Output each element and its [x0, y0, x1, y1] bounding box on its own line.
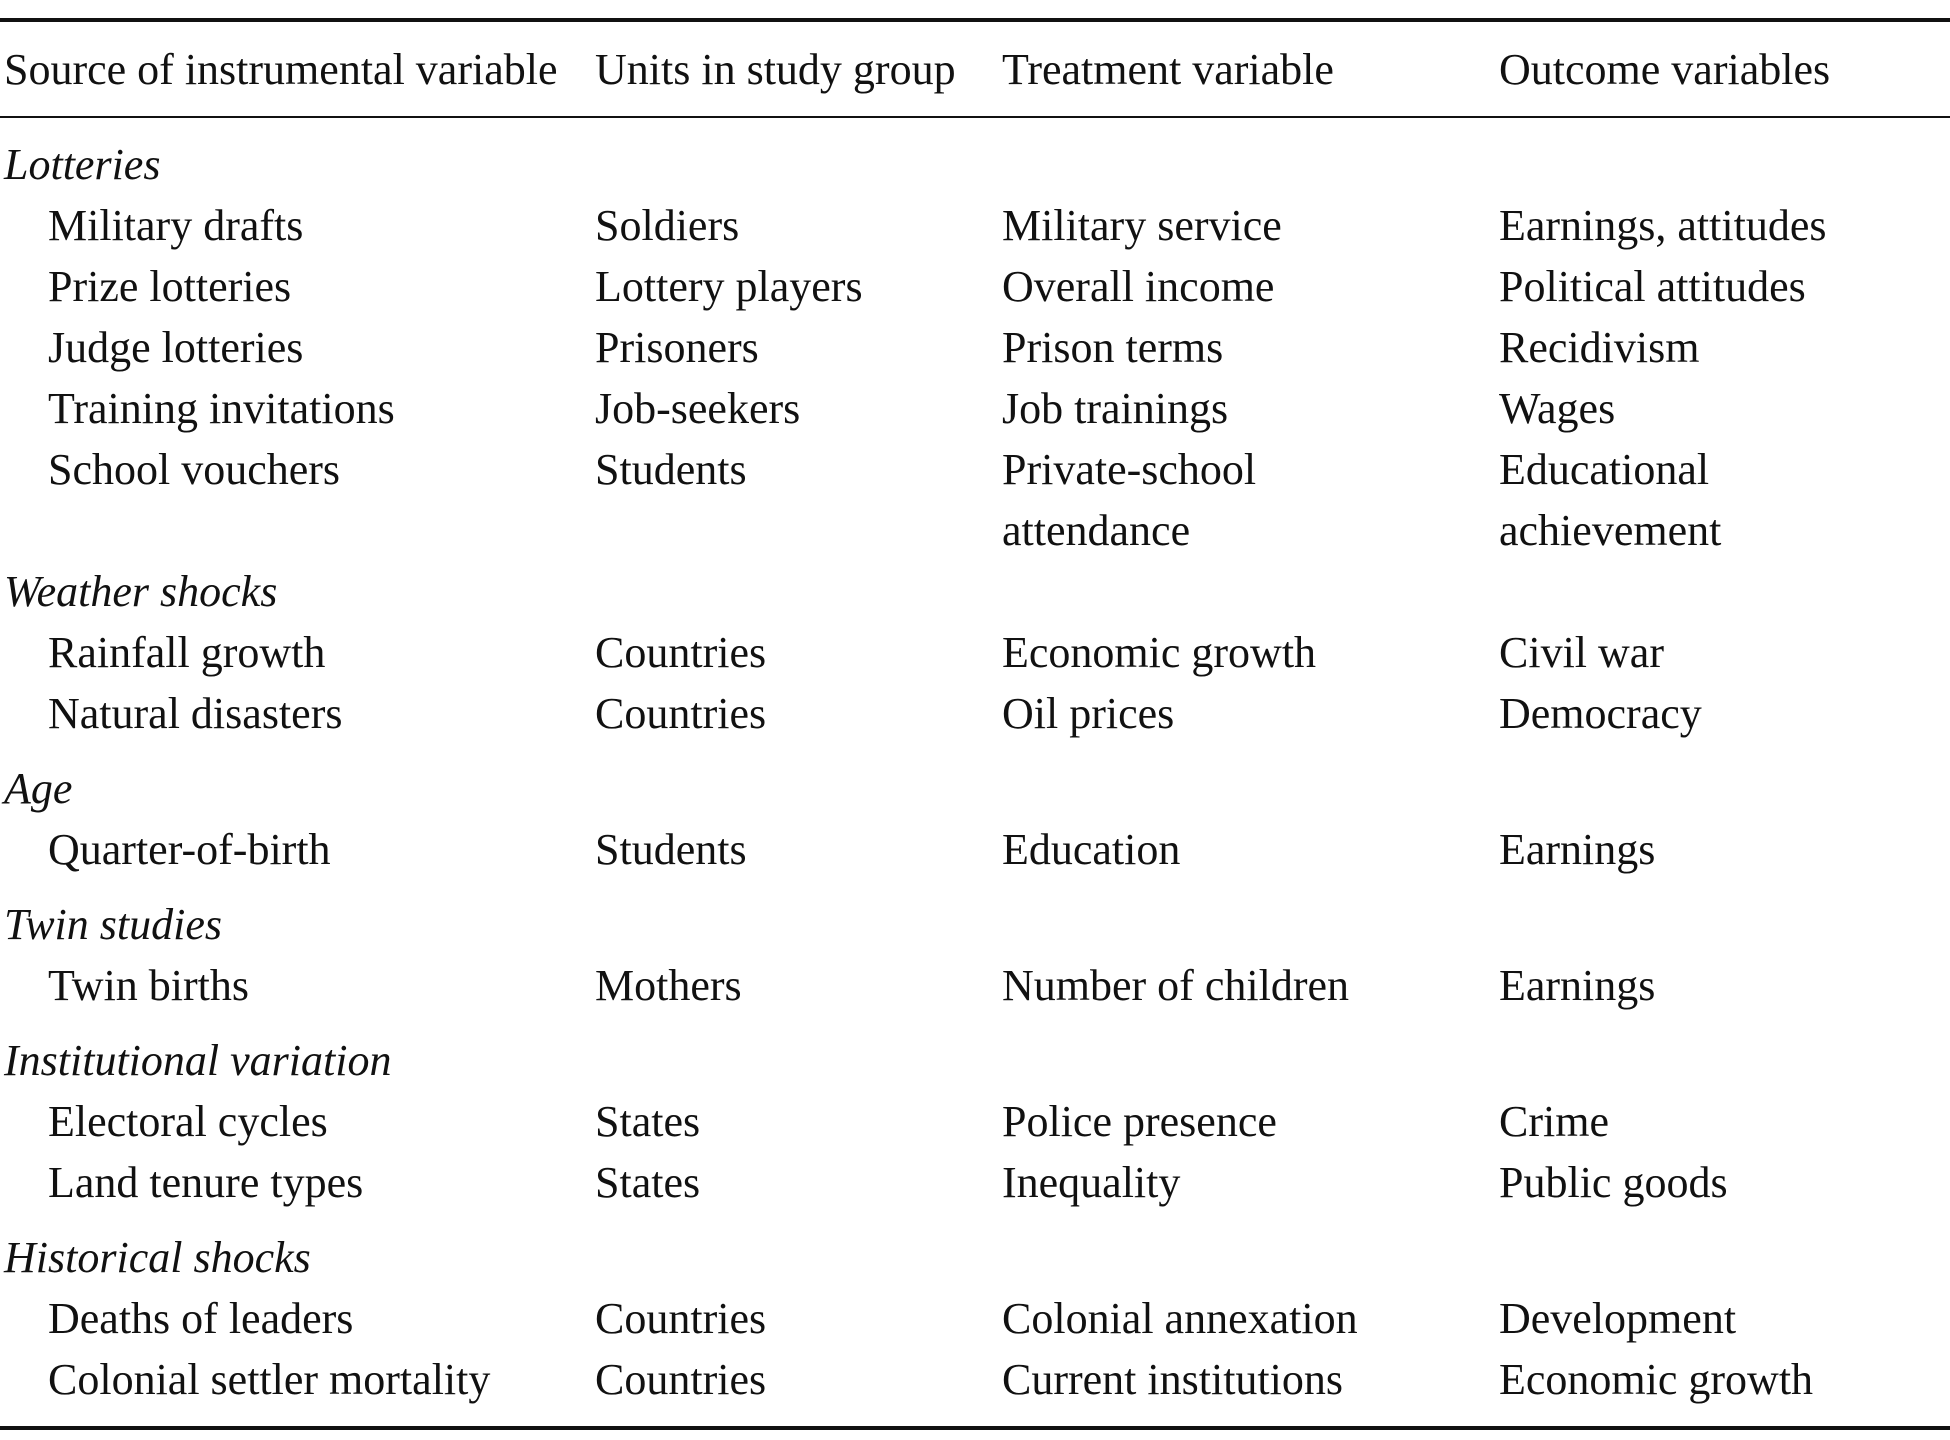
- treatment-cell: Inequality: [1002, 1158, 1181, 1207]
- group-title: Lotteries: [4, 140, 161, 189]
- table-row: Electoral cycles States Police presence …: [0, 1091, 1950, 1152]
- units-cell: Countries: [595, 689, 767, 738]
- group-heading-lotteries: Lotteries: [0, 134, 1950, 195]
- outcome-cell: Wages: [1499, 384, 1616, 433]
- units-cell: Lottery players: [595, 262, 863, 311]
- outcome-cell: Earnings: [1499, 825, 1656, 874]
- treatment-cell: Number of children: [1002, 961, 1349, 1010]
- source-cell: School vouchers: [48, 445, 341, 494]
- units-cell: Prisoners: [595, 323, 759, 372]
- source-cell: Prize lotteries: [48, 262, 292, 311]
- treatment-cell: Military service: [1002, 201, 1282, 250]
- group-title: Institutional variation: [4, 1036, 392, 1085]
- treatment-line: Private-school: [1002, 445, 1257, 494]
- treatment-cell: Economic growth: [1002, 628, 1317, 677]
- treatment-cell: Education: [1002, 825, 1181, 874]
- outcome-line: achievement: [1499, 506, 1722, 555]
- outcome-cell: Political attitudes: [1499, 262, 1806, 311]
- outcome-cell: Public goods: [1499, 1158, 1728, 1207]
- table-row: Quarter-of-birth Students Education Earn…: [0, 819, 1950, 880]
- bottom-rule: [0, 1426, 1950, 1430]
- table-row: Prize lotteries Lottery players Overall …: [0, 256, 1950, 317]
- header-rule: [0, 116, 1950, 118]
- units-cell: Students: [595, 445, 747, 494]
- source-cell: Quarter-of-birth: [48, 825, 331, 874]
- treatment-cell: Private-school attendance: [1002, 439, 1499, 561]
- treatment-cell: Prison terms: [1002, 323, 1224, 372]
- outcome-cell: Economic growth: [1499, 1355, 1814, 1404]
- iv-table: Source of instrumental variable Units in…: [0, 18, 1950, 1430]
- table-header: Source of instrumental variable Units in…: [0, 22, 1950, 116]
- outcome-cell: Educational achievement: [1499, 439, 1950, 561]
- units-cell: Countries: [595, 1355, 767, 1404]
- table-row: Rainfall growth Countries Economic growt…: [0, 622, 1950, 683]
- source-cell: Military drafts: [48, 201, 304, 250]
- units-cell: Students: [595, 825, 747, 874]
- units-cell: States: [595, 1097, 701, 1146]
- header-outcome: Outcome variables: [1499, 44, 1831, 94]
- outcome-line: Educational: [1499, 445, 1710, 494]
- outcome-cell: Democracy: [1499, 689, 1702, 738]
- table-row: Deaths of leaders Countries Colonial ann…: [0, 1288, 1950, 1349]
- group-heading-historical-shocks: Historical shocks: [0, 1227, 1950, 1288]
- outcome-cell: Recidivism: [1499, 323, 1700, 372]
- outcome-cell: Earnings: [1499, 961, 1656, 1010]
- source-cell: Twin births: [48, 961, 250, 1010]
- treatment-cell: Overall income: [1002, 262, 1275, 311]
- units-cell: Job-seekers: [595, 384, 801, 433]
- group-title: Twin studies: [4, 900, 223, 949]
- outcome-cell: Earnings, attitudes: [1499, 201, 1827, 250]
- source-cell: Training invitations: [48, 384, 395, 433]
- source-cell: Colonial settler mortality: [48, 1355, 491, 1404]
- group-heading-institutional-variation: Institutional variation: [0, 1030, 1950, 1091]
- units-cell: Soldiers: [595, 201, 740, 250]
- treatment-line: attendance: [1002, 506, 1191, 555]
- units-cell: States: [595, 1158, 701, 1207]
- group-heading-weather-shocks: Weather shocks: [0, 561, 1950, 622]
- source-cell: Judge lotteries: [48, 323, 304, 372]
- table-row: Land tenure types States Inequality Publ…: [0, 1152, 1950, 1213]
- units-cell: Mothers: [595, 961, 742, 1010]
- group-title: Age: [4, 764, 73, 813]
- group-heading-age: Age: [0, 758, 1950, 819]
- table-row: Judge lotteries Prisoners Prison terms R…: [0, 317, 1950, 378]
- treatment-cell: Oil prices: [1002, 689, 1175, 738]
- group-title: Weather shocks: [4, 567, 278, 616]
- table-row: School vouchers Students Private-school …: [0, 439, 1950, 561]
- treatment-cell: Colonial annexation: [1002, 1294, 1358, 1343]
- table-row: Natural disasters Countries Oil prices D…: [0, 683, 1950, 744]
- top-rule: [0, 18, 1950, 22]
- group-heading-twin-studies: Twin studies: [0, 894, 1950, 955]
- treatment-cell: Current institutions: [1002, 1355, 1343, 1404]
- header-units: Units in study group: [595, 44, 956, 94]
- source-cell: Deaths of leaders: [48, 1294, 354, 1343]
- treatment-cell: Police presence: [1002, 1097, 1277, 1146]
- table-row: Training invitations Job-seekers Job tra…: [0, 378, 1950, 439]
- treatment-cell: Job trainings: [1002, 384, 1229, 433]
- source-cell: Land tenure types: [48, 1158, 364, 1207]
- table-row: Military drafts Soldiers Military servic…: [0, 195, 1950, 256]
- outcome-cell: Development: [1499, 1294, 1737, 1343]
- outcome-cell: Civil war: [1499, 628, 1664, 677]
- source-cell: Rainfall growth: [48, 628, 326, 677]
- units-cell: Countries: [595, 628, 767, 677]
- outcome-cell: Crime: [1499, 1097, 1609, 1146]
- source-cell: Electoral cycles: [48, 1097, 328, 1146]
- units-cell: Countries: [595, 1294, 767, 1343]
- table-row: Colonial settler mortality Countries Cur…: [0, 1349, 1950, 1410]
- group-title: Historical shocks: [4, 1233, 311, 1282]
- table-body: Lotteries Military drafts Soldiers Milit…: [0, 118, 1950, 1410]
- header-treatment: Treatment variable: [1002, 44, 1334, 94]
- table-row: Twin births Mothers Number of children E…: [0, 955, 1950, 1016]
- source-cell: Natural disasters: [48, 689, 343, 738]
- header-source: Source of instrumental variable: [4, 44, 558, 94]
